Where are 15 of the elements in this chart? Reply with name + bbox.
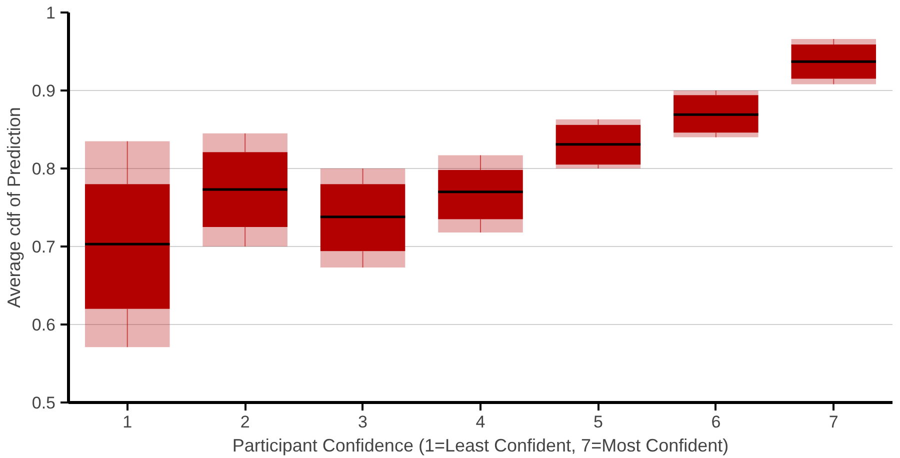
y-tick-label: 0.8 <box>32 160 56 178</box>
x-tick-label: 6 <box>711 412 721 432</box>
x-axis-title: Participant Confidence (1=Least Confident, 7=Most Confident) <box>232 436 729 456</box>
x-tick-label: 2 <box>240 412 250 432</box>
y-tick-label: 0.7 <box>32 238 56 256</box>
x-tick-label: 7 <box>828 412 838 432</box>
y-tick-label: 0.6 <box>32 316 56 334</box>
x-tick-label: 3 <box>358 412 368 432</box>
x-tick-label: 5 <box>593 412 603 432</box>
x-tick-label: 1 <box>122 412 132 432</box>
y-tick-label: 0.9 <box>32 82 56 100</box>
y-axis-title: Average cdf of Prediction <box>4 107 24 308</box>
x-tick-label: 4 <box>476 412 486 432</box>
y-tick-label: 0.5 <box>32 394 56 412</box>
y-tick-label: 1 <box>46 4 56 22</box>
